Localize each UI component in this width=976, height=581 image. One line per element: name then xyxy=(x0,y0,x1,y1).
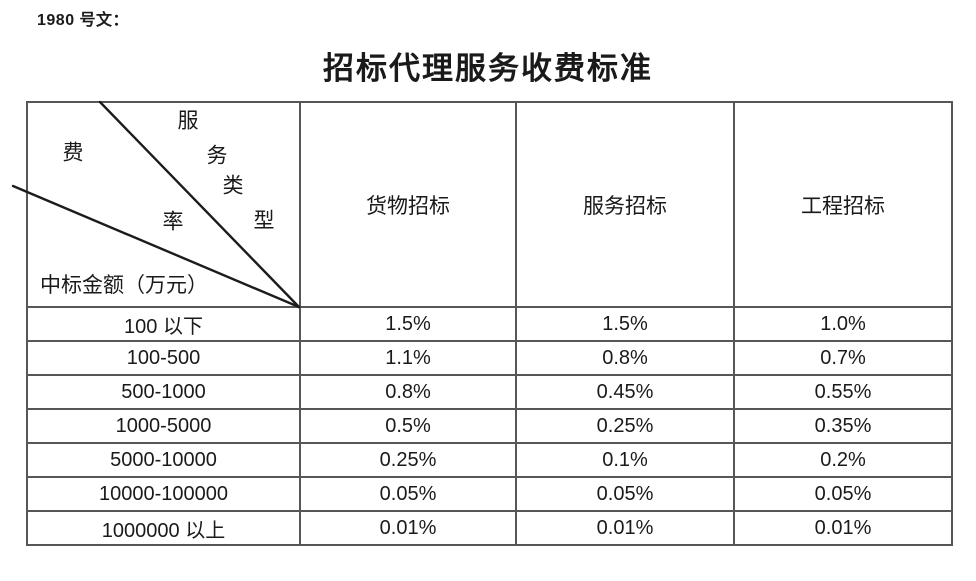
doc-number-label: 1980 号文： xyxy=(37,12,130,29)
rate-cell: 0.05% xyxy=(299,476,517,512)
table-row: 100-500 1.1% 0.8% 0.7% xyxy=(26,340,953,376)
rate-cell: 1.0% xyxy=(733,306,953,342)
rate-cell: 0.35% xyxy=(733,408,953,444)
diagonal-label-service-type-char: 服 xyxy=(177,108,199,133)
rate-cell: 0.45% xyxy=(515,374,735,410)
table-row: 10000-100000 0.05% 0.05% 0.05% xyxy=(26,476,953,512)
amount-range-cell: 100-500 xyxy=(26,340,301,376)
table-row: 500-1000 0.8% 0.45% 0.55% xyxy=(26,374,953,410)
rate-cell: 1.5% xyxy=(515,306,735,342)
table-row: 1000-5000 0.5% 0.25% 0.35% xyxy=(26,408,953,444)
table-row: 5000-10000 0.25% 0.1% 0.2% xyxy=(26,442,953,478)
diagonal-label-service-type-char: 类 xyxy=(222,173,244,198)
amount-range-cell: 1000000 以上 xyxy=(26,510,301,546)
column-header-service: 服务招标 xyxy=(515,101,735,308)
diagonal-label-fee-rate-char: 费 xyxy=(62,140,84,165)
rate-cell: 0.5% xyxy=(299,408,517,444)
rate-cell: 0.1% xyxy=(515,442,735,478)
amount-range-cell: 500-1000 xyxy=(26,374,301,410)
table-row: 100 以下 1.5% 1.5% 1.0% xyxy=(26,306,953,342)
amount-range-cell: 100 以下 xyxy=(26,306,301,342)
table-row: 1000000 以上 0.01% 0.01% 0.01% xyxy=(26,510,953,546)
rate-cell: 0.55% xyxy=(733,374,953,410)
column-header-engineering: 工程招标 xyxy=(733,101,953,308)
rate-cell: 0.01% xyxy=(299,510,517,546)
rate-cell: 0.8% xyxy=(299,374,517,410)
amount-range-cell: 10000-100000 xyxy=(26,476,301,512)
rate-cell: 1.1% xyxy=(299,340,517,376)
rate-cell: 0.25% xyxy=(299,442,517,478)
diagonal-corner-cell: 服 务 类 型 费 率 中标金额（万元） xyxy=(26,101,301,308)
rate-cell: 0.01% xyxy=(515,510,735,546)
rate-cell: 1.5% xyxy=(299,306,517,342)
amount-range-cell: 5000-10000 xyxy=(26,442,301,478)
rate-cell: 0.01% xyxy=(733,510,953,546)
rate-cell: 0.05% xyxy=(733,476,953,512)
diagonal-label-service-type-char: 务 xyxy=(206,143,228,168)
amount-range-cell: 1000-5000 xyxy=(26,408,301,444)
bid-amount-axis-label: 中标金额（万元） xyxy=(40,273,208,297)
page-title: 招标代理服务收费标准 xyxy=(323,51,653,86)
diagonal-label-fee-rate-char: 率 xyxy=(162,209,184,234)
column-header-goods: 货物招标 xyxy=(299,101,517,308)
rate-cell: 0.05% xyxy=(515,476,735,512)
rate-cell: 0.25% xyxy=(515,408,735,444)
rate-cell: 0.7% xyxy=(733,340,953,376)
fee-table: 服 务 类 型 费 率 中标金额（万元） 货物招标 服务招标 工程招标 100 … xyxy=(26,101,953,546)
header-row: 服 务 类 型 费 率 中标金额（万元） 货物招标 服务招标 工程招标 xyxy=(26,101,953,308)
fee-standard-table: 服 务 类 型 费 率 中标金额（万元） 货物招标 服务招标 工程招标 100 … xyxy=(26,101,953,546)
diagonal-label-service-type-char: 型 xyxy=(253,208,275,233)
rate-cell: 0.8% xyxy=(515,340,735,376)
rate-cell: 0.2% xyxy=(733,442,953,478)
